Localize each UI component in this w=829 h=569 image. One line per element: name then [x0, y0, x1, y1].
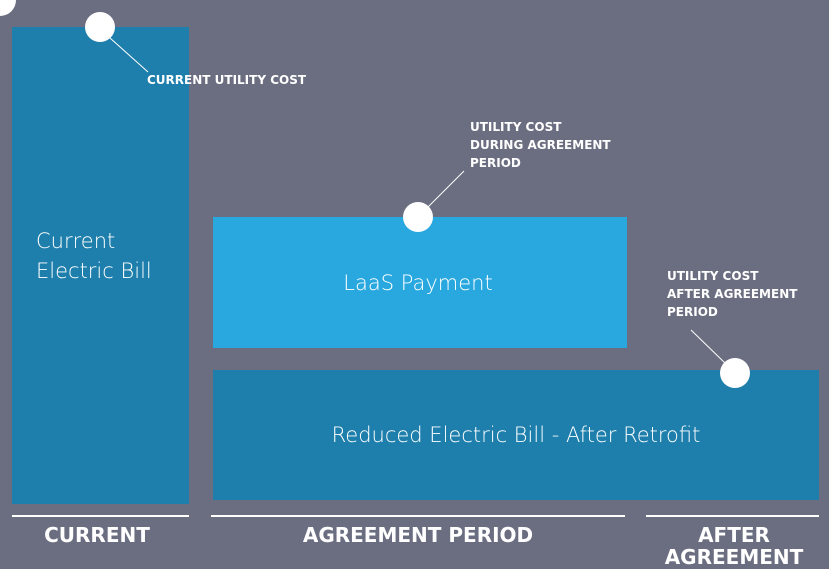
marker-dot [85, 12, 115, 42]
callout-label: UTILITY COST [470, 120, 562, 134]
corner-dot [0, 0, 16, 16]
callout-label: CURRENT UTILITY COST [147, 73, 307, 87]
block-label: Reduced Electric Bill - After Retrofit [332, 423, 701, 447]
leader-line [427, 170, 465, 208]
block-label: Electric Bill [36, 259, 152, 283]
callout-label: PERIOD [470, 156, 521, 170]
current-bill-block [12, 27, 189, 504]
block-label: LaaS Payment [343, 271, 492, 295]
laas-payment-block [213, 217, 627, 348]
callout-label: AFTER AGREEMENT [667, 287, 798, 301]
period-label: CURRENT [44, 523, 150, 547]
period-label: AFTER [698, 523, 770, 547]
marker-dot [720, 358, 750, 388]
reduced-bill-block [213, 370, 819, 500]
callout-label: PERIOD [667, 305, 718, 319]
marker-dot [403, 202, 433, 232]
callout-label: UTILITY COST [667, 269, 759, 283]
leader-line [109, 37, 149, 73]
block-label: Current [36, 229, 115, 253]
callout-label: DURING AGREEMENT [470, 138, 611, 152]
period-label: AGREEMENT PERIOD [303, 523, 533, 547]
leader-line [690, 329, 727, 365]
period-label: AGREEMENT [665, 545, 804, 569]
